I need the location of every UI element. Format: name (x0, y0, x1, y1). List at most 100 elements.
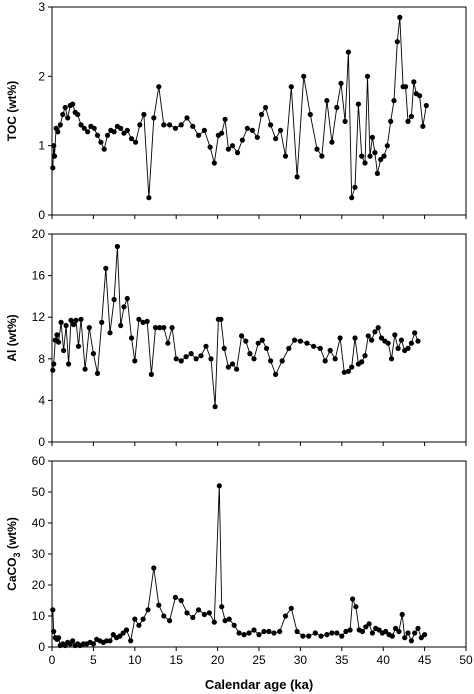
toc-data-point (118, 125, 124, 131)
al-data-point (255, 340, 261, 346)
toc-data-point (324, 98, 330, 104)
caco3-data-point (266, 628, 272, 635)
al-data-point (405, 345, 411, 351)
al-data-point (140, 319, 146, 325)
toc-data-point (184, 115, 190, 121)
caco3-ylabel-subscript: 3 (12, 552, 22, 557)
al-data-point (132, 358, 138, 364)
toc-data-point (156, 84, 162, 90)
al-data-point (221, 345, 227, 351)
toc-data-point (408, 113, 414, 120)
caco3-data-point (300, 633, 306, 639)
caco3-data-point (277, 628, 283, 635)
al-data-point (218, 316, 224, 322)
toc-data-point (51, 143, 57, 149)
caco3-data-point (190, 614, 196, 621)
al-ytick-label: 20 (32, 227, 46, 241)
toc-data-point (62, 104, 68, 111)
toc-data-point (111, 129, 117, 135)
caco3-ytick-label: 50 (32, 485, 46, 499)
al-data-point (362, 353, 368, 359)
caco3-data-point (412, 630, 418, 636)
al-data-point (292, 337, 298, 343)
al-data-point (178, 358, 184, 364)
caco3-data-point (50, 607, 56, 613)
toc-data-point (417, 93, 423, 99)
al-data-point (107, 330, 113, 336)
toc-data-point (128, 136, 135, 142)
caco3-ytick-label: 20 (32, 578, 46, 592)
al-ytick-label: 12 (32, 310, 46, 324)
toc-data-point (405, 118, 411, 124)
toc-data-point (249, 127, 255, 133)
xtick-label: 45 (418, 653, 432, 667)
caco3-panel: CaCO3 (wt%) Calendar age (ka) 0102030405… (5, 454, 473, 692)
xtick-label: 0 (49, 653, 56, 667)
caco3-data-point (405, 630, 411, 636)
caco3-data-point (366, 621, 372, 627)
al-data-point (345, 368, 351, 374)
al-data-point (365, 333, 371, 339)
al-data-point (128, 335, 135, 341)
toc-ytick-label: 0 (38, 208, 45, 222)
al-ytick-label: 16 (32, 269, 46, 283)
al-data-point (136, 316, 142, 322)
toc-data-point (411, 79, 417, 85)
caco3-data-point (396, 628, 402, 635)
caco3-data-point (151, 565, 157, 571)
toc-data-point (282, 153, 289, 159)
al-data-point (198, 353, 204, 359)
al-data-point (239, 333, 245, 339)
al-data-point (349, 364, 355, 370)
al-data-point (279, 358, 285, 364)
toc-panel: TOC (wt%) 0 1 2 3 (5, 0, 467, 222)
al-data-point (54, 332, 60, 338)
al-data-point (372, 329, 378, 335)
toc-data-point (178, 122, 184, 128)
toc-data-point (50, 165, 56, 171)
al-data-point (359, 359, 365, 365)
toc-data-point (367, 153, 373, 159)
caco3-data-point (353, 604, 359, 610)
al-data-point (322, 358, 328, 364)
al-data-point (114, 243, 120, 250)
al-data-point (412, 330, 418, 336)
toc-data-point (78, 122, 84, 128)
toc-data-point (307, 111, 313, 118)
toc-ytick-label: 3 (38, 0, 45, 14)
x-axis-title: Calendar age (ka) (205, 677, 313, 692)
caco3-data-point (383, 628, 389, 635)
toc-data-point (85, 129, 91, 135)
al-data-point (78, 316, 84, 322)
toc-data-point (394, 39, 400, 45)
caco3-data-point (184, 610, 190, 616)
al-data-point (263, 345, 270, 351)
caco3-data-point (123, 627, 130, 633)
toc-data-point (244, 125, 250, 131)
toc-data-point (314, 146, 320, 152)
toc-data-point (273, 136, 279, 142)
toc-data-point (222, 116, 228, 122)
toc-series-line (52, 17, 427, 198)
al-data-point (169, 325, 175, 331)
caco3-data-point (418, 635, 424, 641)
toc-data-point (381, 153, 387, 159)
toc-data-point (65, 115, 71, 121)
toc-data-point (391, 98, 397, 104)
toc-data-point (196, 132, 202, 138)
caco3-ylabel: CaCO3 (wt%) (5, 517, 22, 591)
al-data-point (144, 318, 150, 324)
toc-data-point (219, 130, 225, 136)
al-data-point (243, 338, 249, 344)
al-data-point (375, 325, 381, 331)
toc-data-point (81, 125, 87, 131)
xtick-label: 25 (252, 653, 266, 667)
toc-data-point (104, 132, 111, 138)
al-data-point (70, 321, 77, 328)
caco3-data-point (343, 628, 349, 635)
caco3-data-point (402, 635, 408, 641)
al-ytick-label: 8 (38, 352, 45, 366)
caco3-data-point (399, 611, 405, 618)
al-ytick-label: 4 (38, 393, 45, 407)
caco3-data-point (51, 628, 57, 635)
